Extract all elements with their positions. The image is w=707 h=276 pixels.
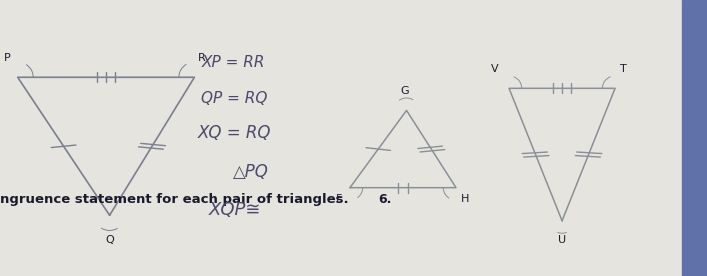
Text: 6.: 6. — [378, 193, 392, 206]
Text: XQ = RQ: XQ = RQ — [198, 124, 271, 142]
Text: G: G — [400, 86, 409, 96]
Text: Q: Q — [105, 235, 114, 245]
Text: R: R — [198, 53, 205, 63]
Text: ngruence statement for each pair of triangles.: ngruence statement for each pair of tria… — [0, 193, 349, 206]
Text: U: U — [558, 235, 566, 245]
Text: F: F — [336, 194, 343, 204]
Text: H: H — [461, 194, 469, 204]
Text: T: T — [620, 64, 627, 74]
Text: XQP≅: XQP≅ — [209, 201, 261, 219]
Text: V: V — [491, 64, 498, 74]
Bar — [682, 0, 707, 276]
Text: QP = RQ: QP = RQ — [201, 91, 268, 106]
Text: XP = RR: XP = RR — [201, 55, 265, 70]
Text: △PQ: △PQ — [233, 163, 269, 181]
Text: P: P — [4, 53, 11, 63]
